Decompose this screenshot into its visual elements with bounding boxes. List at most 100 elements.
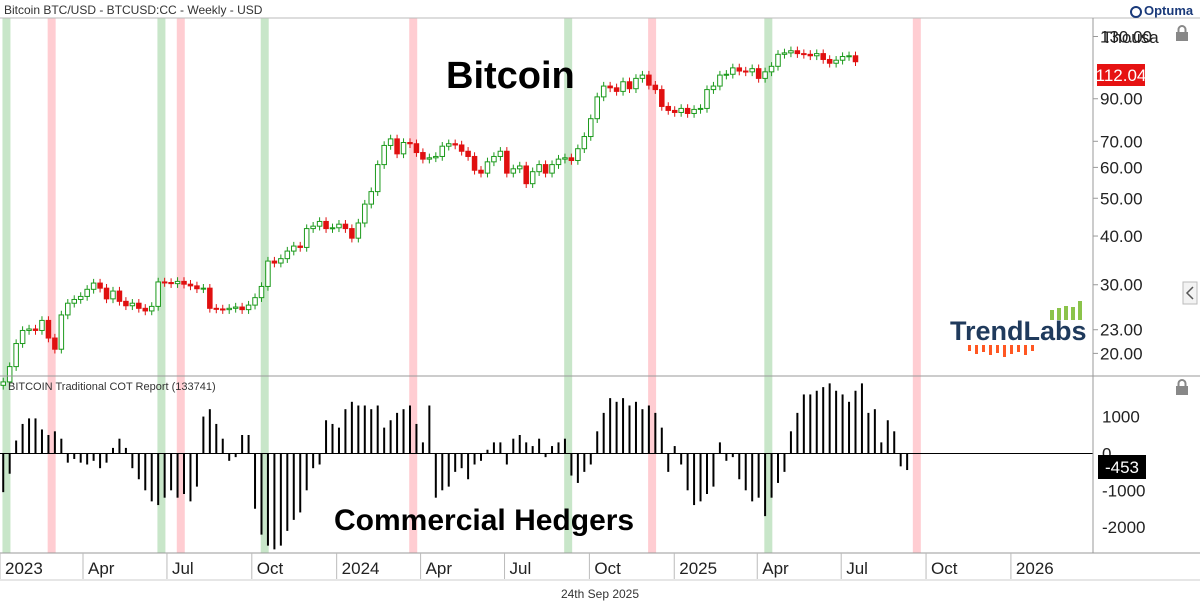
candle-body bbox=[704, 89, 710, 109]
candle-body bbox=[374, 164, 381, 193]
price-unit-label: Thousa bbox=[1102, 28, 1159, 47]
trendlabs-bar bbox=[1031, 345, 1034, 351]
candle-body bbox=[781, 52, 788, 55]
sell-signal-band bbox=[47, 18, 56, 553]
candle-body bbox=[200, 287, 207, 290]
candle-body bbox=[413, 143, 420, 154]
candle-body bbox=[226, 307, 232, 311]
candle-body bbox=[516, 165, 523, 170]
candle-body bbox=[820, 53, 826, 60]
price-tick-label: 70.00 bbox=[1100, 132, 1143, 151]
candle-body bbox=[555, 158, 562, 166]
candle-body bbox=[691, 108, 697, 114]
last-price-tag: 112.04 bbox=[1096, 66, 1147, 85]
candle-body bbox=[58, 314, 65, 350]
last-price-tag-bg bbox=[1097, 64, 1145, 86]
trendlabs-bar bbox=[1078, 301, 1082, 320]
candle-body bbox=[303, 228, 310, 248]
time-tick-label: Apr bbox=[762, 559, 789, 578]
candle-body bbox=[749, 68, 755, 73]
buy-signal-band bbox=[764, 18, 773, 553]
sell-signal-band bbox=[176, 18, 185, 553]
candle-body bbox=[510, 168, 517, 174]
candle-body bbox=[671, 109, 678, 113]
candle-body bbox=[258, 285, 265, 299]
candle-body bbox=[116, 290, 123, 302]
cot-lock-icon[interactable] bbox=[1176, 379, 1188, 395]
candle-body bbox=[52, 337, 58, 350]
time-tick-label: Oct bbox=[931, 559, 958, 578]
last-cot-tag: -453 bbox=[1105, 458, 1139, 477]
cot-bars bbox=[2, 383, 909, 550]
candle-body bbox=[239, 306, 245, 311]
price-chart-title: Bitcoin bbox=[446, 55, 575, 97]
candle-body bbox=[684, 107, 691, 114]
candle-body bbox=[336, 223, 342, 229]
candle-body bbox=[813, 53, 820, 57]
candle-body bbox=[245, 304, 252, 311]
candle-body bbox=[846, 55, 852, 58]
candle-body bbox=[19, 329, 26, 345]
candle-body bbox=[794, 50, 801, 55]
candle-body bbox=[839, 56, 846, 61]
collapse-panel-handle[interactable] bbox=[1182, 281, 1198, 305]
last-cot-tag-bg bbox=[1098, 455, 1146, 479]
price-tick-label: 90.00 bbox=[1100, 90, 1143, 109]
candle-body bbox=[723, 73, 730, 76]
candle-body bbox=[387, 138, 394, 146]
candle-body bbox=[291, 245, 297, 252]
trendlabs-bar bbox=[1024, 345, 1027, 355]
candle-body bbox=[652, 84, 659, 91]
candle-body bbox=[620, 81, 626, 92]
candle-body bbox=[284, 250, 291, 260]
candle-body bbox=[407, 142, 413, 145]
chart-header-title: Bitcoin BTC/USD - BTCUSD:CC - Weekly - U… bbox=[4, 3, 263, 17]
candle-body bbox=[465, 150, 471, 157]
sell-signal-band bbox=[648, 18, 657, 553]
candle-body bbox=[504, 150, 510, 174]
candle-body bbox=[452, 143, 458, 146]
candle-body bbox=[478, 169, 484, 174]
trendlabs-watermark: TrendLabs bbox=[950, 301, 1087, 357]
cot-tick-label: -1000 bbox=[1102, 481, 1145, 500]
candle-body bbox=[730, 67, 736, 75]
candle-body bbox=[362, 203, 368, 224]
candle-body bbox=[768, 65, 775, 73]
price-tick-label: 23.00 bbox=[1100, 321, 1143, 340]
candle-body bbox=[626, 81, 633, 90]
candle-body bbox=[6, 366, 13, 383]
trendlabs-bar bbox=[1071, 307, 1075, 320]
footer-date: 24th Sep 2025 bbox=[560, 587, 640, 601]
candle-body bbox=[65, 302, 71, 316]
candle-body bbox=[439, 145, 446, 157]
candle-body bbox=[400, 142, 407, 155]
cot-tick-label: 1000 bbox=[1102, 408, 1140, 427]
trendlabs-bar bbox=[989, 345, 992, 355]
candle-body bbox=[71, 298, 78, 304]
candle-body bbox=[97, 282, 103, 289]
candle-body bbox=[788, 50, 794, 54]
trendlabs-bar bbox=[982, 345, 985, 352]
time-tick-labels: 2023 Apr Jul Oct 2024 Apr Jul Oct 2025 Apr Jul Oct 2… bbox=[0, 553, 1054, 579]
candle-body bbox=[633, 77, 639, 90]
trendlabs-bar bbox=[1003, 345, 1006, 357]
candle-body bbox=[710, 85, 717, 91]
candle-body bbox=[529, 171, 536, 185]
trendlabs-bar bbox=[1050, 310, 1054, 320]
candle-body bbox=[536, 164, 542, 173]
candle-body bbox=[90, 282, 97, 290]
candle-body bbox=[394, 138, 400, 155]
candle-body bbox=[174, 280, 181, 285]
trendlabs-logo-text: TrendLabs bbox=[950, 316, 1087, 346]
candle-body bbox=[26, 328, 32, 331]
candle-body bbox=[368, 191, 375, 205]
candle-body bbox=[219, 308, 226, 311]
price-lock-icon[interactable] bbox=[1176, 25, 1188, 41]
time-tick-label: Apr bbox=[88, 559, 115, 578]
candle-body bbox=[148, 305, 155, 312]
candle-body bbox=[45, 319, 52, 339]
trendlabs-bar bbox=[1010, 345, 1013, 354]
candle-body bbox=[329, 227, 336, 230]
candle-body bbox=[355, 222, 362, 239]
